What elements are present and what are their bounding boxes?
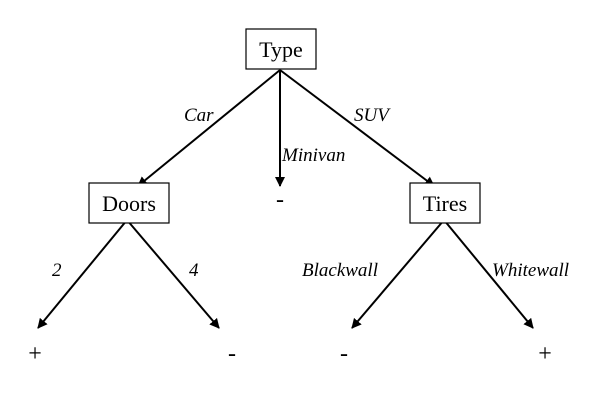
edge-type-to-doors (137, 69, 281, 187)
edge-label-whitewall: Whitewall (492, 260, 569, 281)
node-type-label: Type (259, 37, 303, 62)
edge-label-two: 2 (52, 260, 62, 281)
leaf-minivan-outcome: - (276, 187, 284, 213)
node-doors-label: Doors (102, 191, 156, 216)
leaf-two-outcome: + (28, 341, 42, 367)
node-doors-box (88, 182, 170, 224)
edge-label-suv: SUV (354, 105, 391, 126)
edge-doors-to-two (37, 219, 128, 329)
leaf-whitewall-outcome: + (538, 341, 552, 367)
edge-label-car: Car (184, 105, 214, 126)
node-tires-label: Tires (423, 191, 467, 216)
node-doors: Doors (88, 182, 170, 224)
edge-tires-to-blackwall (351, 219, 445, 329)
edge-tires-to-whitewall (443, 219, 534, 329)
leaf-blackwall-outcome: - (340, 341, 348, 367)
node-type: Type (245, 28, 317, 70)
edge-label-blackwall: Blackwall (302, 260, 378, 281)
edge-doors-to-four (126, 219, 220, 329)
edge-label-minivan: Minivan (281, 145, 345, 166)
edge-type-to-tires (279, 69, 435, 187)
node-tires: Tires (409, 182, 481, 224)
edge-label-four: 4 (189, 260, 199, 281)
node-type-box (245, 28, 317, 70)
node-tires-box (409, 182, 481, 224)
leaf-four-outcome: - (228, 341, 236, 367)
